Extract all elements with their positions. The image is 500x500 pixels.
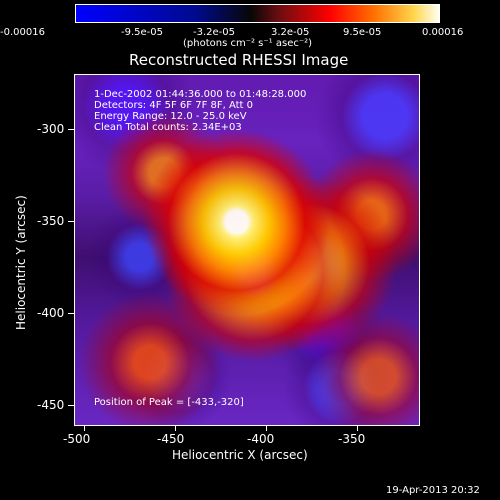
x-axis-label: Heliocentric X (arcsec) bbox=[172, 448, 308, 462]
colorbar-label-1: -0.00016 bbox=[0, 27, 45, 38]
colorbar-label-5: 9.5e-05 bbox=[343, 27, 382, 38]
overlay-detectors: Detectors: 4F 5F 6F 7F 8F, Att 0 bbox=[94, 100, 254, 111]
x-tick-mark bbox=[266, 425, 267, 431]
colorbar bbox=[75, 4, 440, 23]
x-tick-label: -350 bbox=[338, 432, 366, 446]
plot-frame-right bbox=[419, 74, 420, 426]
y-tick-mark bbox=[68, 405, 74, 406]
x-tick-label: -500 bbox=[63, 432, 91, 446]
y-tick-mark bbox=[68, 129, 74, 130]
colorbar-label-6: 0.00016 bbox=[422, 27, 464, 38]
colorbar-label-2: -9.5e-05 bbox=[121, 27, 163, 38]
y-tick-mark bbox=[68, 221, 74, 222]
x-tick-label: -400 bbox=[247, 432, 275, 446]
y-tick-mark bbox=[68, 313, 74, 314]
y-tick-label: -300 bbox=[37, 122, 65, 136]
plot-frame-bottom bbox=[74, 425, 420, 426]
colorbar-unit: (photons cm⁻² s⁻¹ asec⁻²) bbox=[183, 38, 313, 49]
peak-position-label: Position of Peak = [-433,-320] bbox=[94, 397, 244, 408]
colorbar-label-4: 3.2e-05 bbox=[271, 27, 310, 38]
overlay-clean-counts: Clean Total counts: 2.34E+03 bbox=[94, 122, 242, 133]
x-tick-mark bbox=[175, 425, 176, 431]
x-tick-label: -450 bbox=[157, 432, 185, 446]
footer-date: 19-Apr-2013 20:32 bbox=[386, 485, 480, 496]
heatmap-plot bbox=[74, 74, 420, 426]
y-tick-label: -450 bbox=[37, 398, 65, 412]
chart-title: Reconstructed RHESSI Image bbox=[129, 51, 349, 69]
plot-frame-left bbox=[74, 74, 75, 426]
x-tick-mark bbox=[84, 425, 85, 431]
colorbar-label-3: -3.2e-05 bbox=[193, 27, 235, 38]
overlay-energy-range: Energy Range: 12.0 - 25.0 keV bbox=[94, 111, 247, 122]
overlay-time-range: 1-Dec-2002 01:44:36.000 to 01:48:28.000 bbox=[94, 89, 307, 100]
plot-frame-top bbox=[74, 74, 420, 75]
y-axis-label: Heliocentric Y (arcsec) bbox=[14, 195, 28, 330]
x-tick-mark bbox=[357, 425, 358, 431]
y-tick-label: -400 bbox=[37, 306, 65, 320]
y-tick-label: -350 bbox=[37, 214, 65, 228]
